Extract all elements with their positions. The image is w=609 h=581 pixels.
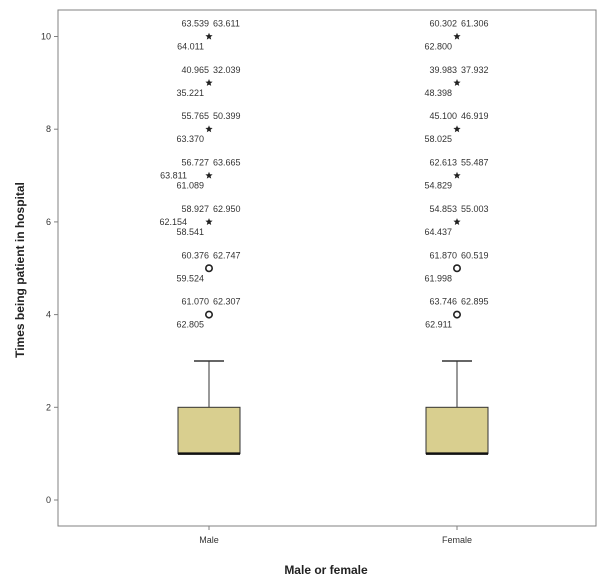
plot-frame <box>57 9 597 527</box>
x-axis-title: Male or female <box>284 563 368 577</box>
outlier-label: 61.870 <box>429 250 457 260</box>
outlier-label: 62.613 <box>429 158 457 168</box>
outlier-star-marker <box>205 218 213 225</box>
outlier-label: 60.302 <box>429 19 457 29</box>
outlier-label: 63.370 <box>176 134 204 144</box>
outlier-layer: 61.070 62.307 62.805 60.376 62.747 59.524 58.9… <box>159 19 488 330</box>
outlier-star-marker <box>453 32 461 40</box>
outlier-label: 61.306 <box>461 19 489 29</box>
outlier-label: 61.998 <box>424 273 452 283</box>
outlier-star-marker <box>205 125 213 133</box>
outlier-label: 64.011 <box>177 42 204 52</box>
outlier-male-8: 55.765 50.399 63.370 <box>176 111 240 144</box>
outlier-label: 50.399 <box>213 111 241 121</box>
y-tick-label: 2 <box>46 402 51 412</box>
outlier-label: 62.950 <box>213 204 241 214</box>
outlier-label: 62.154 <box>159 217 187 227</box>
outlier-label: 48.398 <box>424 88 452 98</box>
outlier-label: 40.965 <box>181 65 209 75</box>
box-layer <box>177 360 489 455</box>
outlier-label: 63.811 <box>160 171 187 181</box>
outlier-label: 59.524 <box>176 273 204 283</box>
outlier-label: 63.539 <box>181 19 209 29</box>
outlier-star-marker <box>205 79 213 86</box>
y-tick-label: 4 <box>46 310 51 320</box>
outlier-label: 60.376 <box>181 250 209 260</box>
outlier-label: 55.487 <box>461 158 489 168</box>
outlier-label: 54.853 <box>429 204 457 214</box>
outlier-label: 63.746 <box>429 297 457 307</box>
x-axis-ticks: Male Female <box>199 526 472 545</box>
outlier-female-5: 61.870 60.519 61.998 <box>424 250 488 283</box>
outlier-label: 62.800 <box>424 42 452 52</box>
outlier-label: 62.307 <box>213 297 241 307</box>
iqr-box <box>177 406 241 455</box>
outlier-label: 62.895 <box>461 297 489 307</box>
outlier-label: 46.919 <box>461 111 489 121</box>
box-female <box>425 360 489 455</box>
outlier-female-8: 45.100 46.919 58.025 <box>424 111 488 144</box>
outlier-female-9: 39.983 37.932 48.398 <box>424 65 488 98</box>
outlier-label: 39.983 <box>429 65 457 75</box>
outlier-label: 58.541 <box>176 227 204 237</box>
outlier-label: 62.911 <box>425 320 452 330</box>
outlier-label: 58.927 <box>181 204 209 214</box>
outlier-male-5: 60.376 62.747 59.524 <box>176 250 240 283</box>
box-male <box>177 360 241 455</box>
outlier-circle-marker <box>452 310 461 319</box>
outlier-star-marker <box>205 171 213 179</box>
outlier-female-10: 60.302 61.306 62.800 <box>424 19 488 52</box>
outlier-label: 61.089 <box>176 181 204 191</box>
outlier-circle-marker <box>452 264 461 273</box>
outlier-label: 55.765 <box>181 111 209 121</box>
outlier-label: 56.727 <box>181 158 209 168</box>
outlier-circle-marker <box>205 310 214 319</box>
outlier-label: 37.932 <box>461 65 489 75</box>
x-tick-label: Female <box>442 535 472 545</box>
y-axis-ticks: 0 2 4 6 8 10 <box>41 32 58 505</box>
outlier-male-9: 40.965 32.039 35.221 <box>176 65 240 98</box>
outlier-label: 61.070 <box>181 297 209 307</box>
outlier-star-marker <box>453 79 461 86</box>
outlier-male-10: 63.539 63.611 64.011 <box>177 19 240 52</box>
outlier-star-marker <box>453 218 461 225</box>
iqr-box <box>425 406 489 455</box>
x-tick-label: Male <box>199 535 219 545</box>
outlier-label: 60.519 <box>461 250 489 260</box>
outlier-star-marker <box>453 171 461 179</box>
outlier-label: 32.039 <box>213 65 241 75</box>
outlier-female-7: 62.613 55.487 54.829 <box>424 158 488 191</box>
outlier-male-4: 61.070 62.307 62.805 <box>176 297 240 330</box>
y-tick-label: 6 <box>46 217 51 227</box>
y-tick-label: 10 <box>41 32 51 42</box>
y-tick-label: 0 <box>46 495 51 505</box>
outlier-label: 62.805 <box>176 320 204 330</box>
outlier-female-6: 54.853 55.003 64.437 <box>424 204 488 237</box>
outlier-label: 63.665 <box>213 158 241 168</box>
outlier-female-4: 63.746 62.895 62.911 <box>425 297 488 330</box>
outlier-label: 58.025 <box>424 134 452 144</box>
outlier-label: 54.829 <box>424 181 452 191</box>
outlier-star-marker <box>453 125 461 133</box>
outlier-circle-marker <box>205 264 214 273</box>
outlier-label: 55.003 <box>461 204 489 214</box>
outlier-label: 63.611 <box>213 19 240 29</box>
outlier-label: 62.747 <box>213 250 241 260</box>
outlier-label: 35.221 <box>176 88 204 98</box>
outlier-label: 45.100 <box>429 111 457 121</box>
outlier-label: 64.437 <box>424 227 452 237</box>
outlier-star-marker <box>205 32 213 40</box>
y-axis-title: Times being patient in hospital <box>13 182 27 358</box>
y-tick-label: 8 <box>46 124 51 134</box>
